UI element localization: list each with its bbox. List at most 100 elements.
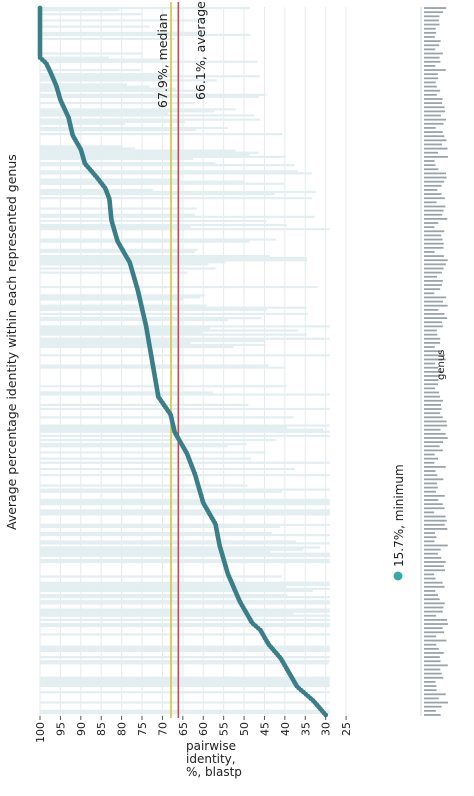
genus-label: [424, 701, 448, 704]
genus-label: [424, 635, 437, 638]
genus-label: [424, 399, 443, 402]
genus-label: [424, 160, 435, 162]
genus-labels: [420, 7, 448, 716]
genus-label: [424, 437, 448, 439]
genus-label: [424, 147, 448, 150]
genus-label: [424, 590, 436, 592]
x-tick-label: 95: [54, 722, 67, 736]
genus-label: [424, 466, 446, 468]
x-tick-label: 100: [34, 722, 47, 743]
genus-label: [424, 556, 442, 559]
genus-label: [424, 470, 436, 472]
genus-label: [424, 127, 436, 129]
genus-label: [424, 639, 447, 642]
genus-label: [424, 114, 441, 117]
genus-label: [424, 536, 437, 539]
genus-label: [424, 172, 446, 175]
genus-label: [424, 461, 435, 464]
genus-label: [424, 503, 443, 506]
genus-label: [424, 404, 442, 406]
genus-label: [424, 168, 439, 171]
genus-label: [424, 65, 436, 67]
genus-label: [424, 242, 444, 245]
genus-label: [424, 375, 440, 377]
genus-label: [424, 511, 435, 514]
genus-label: [424, 300, 444, 303]
genus-label: [424, 453, 435, 456]
genus-label: [424, 457, 439, 460]
x-axis-label: pairwise identity, %, blastp: [186, 740, 246, 779]
genus-label: [424, 308, 439, 311]
x-tick-label: 80: [116, 722, 129, 736]
genus-label: [424, 325, 443, 328]
genus-label: [424, 222, 439, 224]
genus-label: [424, 515, 446, 518]
genus-label: [424, 238, 443, 241]
genus-label: [424, 321, 442, 324]
genus-label: [424, 122, 444, 125]
genus-label: [424, 685, 437, 687]
genus-label: [424, 561, 446, 563]
genus-label: [424, 594, 439, 596]
genus-label: [424, 164, 436, 167]
genus-label: [424, 292, 435, 295]
genus-label: [424, 656, 440, 658]
genus-label: [424, 11, 444, 14]
genus-label: [424, 606, 444, 609]
genus-label: [424, 573, 435, 576]
x-tick-label: 60: [197, 722, 210, 736]
genus-label: [424, 267, 444, 270]
genus-label: [424, 284, 442, 286]
genus-label: [424, 507, 445, 510]
genus-label: [424, 482, 438, 485]
data-point: [323, 712, 329, 718]
genus-label: [424, 449, 443, 452]
genus-label: [424, 296, 447, 299]
genus-label: [424, 313, 445, 315]
genus-label: [424, 230, 445, 233]
genus-label: [424, 15, 440, 18]
minimum-marker-dot: [393, 571, 403, 581]
genus-label: [424, 110, 445, 113]
genus-label: [424, 528, 448, 530]
genus-label: [424, 618, 448, 621]
x-tick-label: 30: [320, 722, 333, 736]
genus-label: [424, 565, 444, 568]
genus-label: [424, 201, 437, 204]
genus-label: [424, 420, 447, 423]
genus-label: [424, 486, 438, 489]
genus-label: [424, 197, 445, 200]
genus-label: [424, 714, 441, 716]
genus-label: [424, 614, 437, 617]
genus-label: [424, 98, 443, 100]
genus-label: [424, 234, 442, 237]
genus-label: [424, 263, 446, 266]
genus-label: [424, 304, 448, 307]
genus-label: [424, 85, 437, 88]
genus-label: [424, 552, 438, 555]
genus-label: [424, 577, 436, 580]
genus-label: [424, 432, 446, 435]
genus-label: [424, 135, 445, 138]
genus-label: [424, 490, 436, 493]
genus-label: [424, 60, 441, 63]
genus-label: [424, 73, 438, 76]
genus-label: [424, 44, 440, 47]
chart-title: Average percentage identity within each …: [4, 154, 19, 530]
genus-label: [424, 523, 445, 526]
genus-label: [424, 689, 437, 692]
genus-label: [424, 623, 448, 625]
genus-label: [424, 602, 445, 605]
x-tick-label: 40: [279, 722, 292, 736]
x-tick-label: 45: [258, 722, 271, 736]
genus-label: [424, 474, 438, 477]
genus-label: [424, 106, 445, 109]
genus-label: [424, 412, 441, 415]
genus-label: [424, 251, 435, 253]
genus-label: [424, 643, 437, 646]
genus-label: [424, 494, 445, 497]
reference-lines: [170, 2, 180, 718]
genus-label: [424, 246, 444, 249]
genus-label: [424, 275, 438, 278]
